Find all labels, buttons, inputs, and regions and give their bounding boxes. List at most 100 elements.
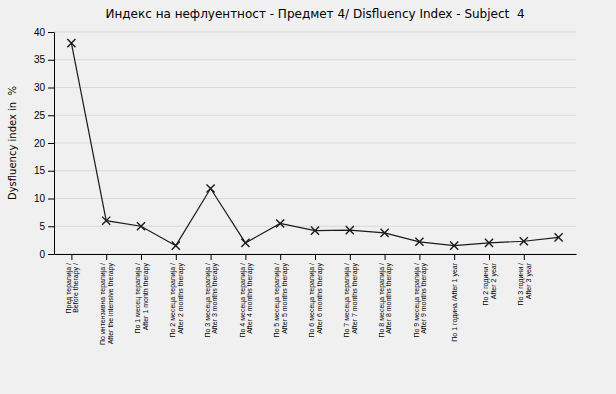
chart-container: 0 5 10 15 20 25 30 35 40 Пред терапија /Before th… [0, 0, 616, 394]
x-tick-mark [419, 254, 420, 260]
y-tick-label: 25 [34, 110, 46, 121]
data-marker [137, 222, 145, 230]
data-line [71, 43, 558, 246]
x-tick-label: По 1 година /After 1 year [451, 262, 459, 341]
y-tick-mark [48, 171, 54, 172]
x-tick-label: По 5 месеца терапија /After 5 months the… [273, 263, 289, 338]
y-tick: 30 [34, 82, 54, 93]
x-tick-mark [106, 254, 107, 260]
x-tick-mark [211, 254, 212, 260]
x-tick: Пред терапија /Before therapy / [65, 254, 81, 314]
x-tick-mark [280, 254, 281, 260]
y-tick: 10 [34, 193, 54, 204]
x-tick-label: По 9 месеца терапија /After 9 months the… [413, 263, 429, 338]
grid-line [54, 226, 576, 227]
y-tick-mark [48, 115, 54, 116]
x-tick: По 3 години /After 3 year [517, 254, 533, 306]
y-tick-mark [48, 226, 54, 227]
x-tick-label-line: After 3 months therapy [211, 263, 219, 334]
x-tick-label: Пред терапија /Before therapy / [65, 263, 81, 314]
x-tick-label: По 8 месеца терапија /After 8 months the… [378, 263, 394, 338]
grid-line [54, 115, 576, 116]
y-axis-line [48, 33, 55, 255]
plot-area [67, 39, 562, 250]
background [0, 0, 616, 394]
y-tick: 5 [39, 221, 54, 232]
grid-line [54, 143, 576, 144]
y-tick-label: 40 [34, 27, 46, 38]
y-tick: 0 [39, 249, 54, 260]
data-marker [102, 217, 110, 225]
x-tick-label-line: After 7 months therapy [351, 263, 359, 334]
x-tick-label-line: After 8 months therapy [385, 263, 393, 334]
x-tick: По 8 месеца терапија /After 8 months the… [378, 254, 394, 338]
x-tick-label: По 7 месеца терапија /After 7 months the… [343, 263, 359, 338]
grid-line [54, 170, 576, 171]
x-tick-mark [524, 254, 525, 260]
y-axis: 0 5 10 15 20 25 30 35 40 [34, 27, 55, 260]
x-tick-label-line: After 6 months therapy [316, 263, 324, 334]
y-tick-label: 5 [39, 221, 45, 232]
data-marker [381, 229, 389, 237]
x-tick: По 3 месеца терапија /After 3 months the… [204, 254, 220, 338]
x-tick-mark [71, 254, 72, 260]
y-tick: 40 [34, 27, 54, 38]
grid-line [54, 87, 576, 88]
x-tick-label-line: After 5 months therapy [281, 263, 289, 334]
x-tick-label-line: After 2 months therapy [177, 263, 185, 334]
y-tick-label: 15 [34, 165, 46, 176]
data-marker [67, 39, 75, 47]
x-tick-label: По 4 месеца терапија /After 4 months the… [239, 263, 255, 338]
y-tick: 15 [34, 165, 54, 176]
x-tick: По 1 месец терапија /After 1 month thera… [134, 254, 150, 334]
data-marker [207, 184, 215, 192]
y-tick-mark [48, 60, 54, 61]
x-tick: По интензивна терапија /After the intens… [99, 254, 115, 345]
x-tick: По 4 месеца терапија /After 4 months the… [239, 254, 255, 338]
y-tick: 25 [34, 110, 54, 121]
x-tick-label: По 3 месеца терапија /After 3 months the… [204, 263, 220, 338]
grid [54, 32, 576, 254]
y-tick-label: 0 [39, 249, 45, 260]
x-tick-label: По 1 месец терапија /After 1 month thera… [134, 263, 150, 334]
x-tick-label-line: After 1 month therapy [142, 263, 150, 331]
x-tick-mark [176, 254, 177, 260]
x-tick-mark [245, 254, 246, 260]
x-tick-label: По 2 години /After 2 year [482, 262, 498, 305]
data-marker [346, 226, 354, 234]
y-tick: 35 [34, 54, 54, 65]
x-tick-label: По интензивна терапија /After the intens… [99, 263, 115, 345]
x-tick: По 2 месеца терапија /After 2 months the… [169, 254, 185, 338]
chart-title: Индекс на нефлуентност - Предмет 4/ Disf… [105, 7, 524, 21]
data-marker [241, 239, 249, 247]
grid-line [54, 198, 576, 199]
x-tick-label: По 3 години /After 3 year [517, 262, 533, 305]
y-tick-label: 30 [34, 82, 46, 93]
x-tick-label: По 6 месеца терапија /After 6 months the… [308, 263, 324, 338]
x-tick-mark [385, 254, 386, 260]
x-tick-label-line: After 4 months therapy [246, 263, 254, 334]
x-axis: Пред терапија /Before therapy / По интенз… [55, 254, 577, 345]
x-tick-label-line: По 1 година /After 1 year [451, 262, 459, 341]
x-tick: По 9 месеца терапија /After 9 months the… [413, 254, 429, 338]
grid-line [54, 59, 576, 60]
x-tick-mark [454, 254, 455, 260]
x-tick-mark [350, 254, 351, 260]
y-axis-title: Dysfluency index in % [7, 86, 18, 200]
y-tick-mark [48, 88, 54, 89]
x-tick-label-line: Before therapy / [72, 263, 80, 313]
y-tick-label: 10 [34, 193, 46, 204]
y-tick-mark [48, 254, 54, 255]
data-marker [555, 233, 563, 241]
data-marker [311, 227, 319, 235]
data-marker [415, 238, 423, 246]
x-tick-mark [489, 254, 490, 260]
data-marker [450, 242, 458, 250]
y-tick-mark [48, 32, 54, 33]
data-marker [485, 239, 493, 247]
grid-line [54, 32, 576, 33]
x-tick: По 2 години /After 2 year [482, 254, 498, 306]
x-tick: По 6 месеца терапија /After 6 months the… [308, 254, 324, 338]
x-tick-mark [315, 254, 316, 260]
y-tick: 20 [34, 138, 54, 149]
